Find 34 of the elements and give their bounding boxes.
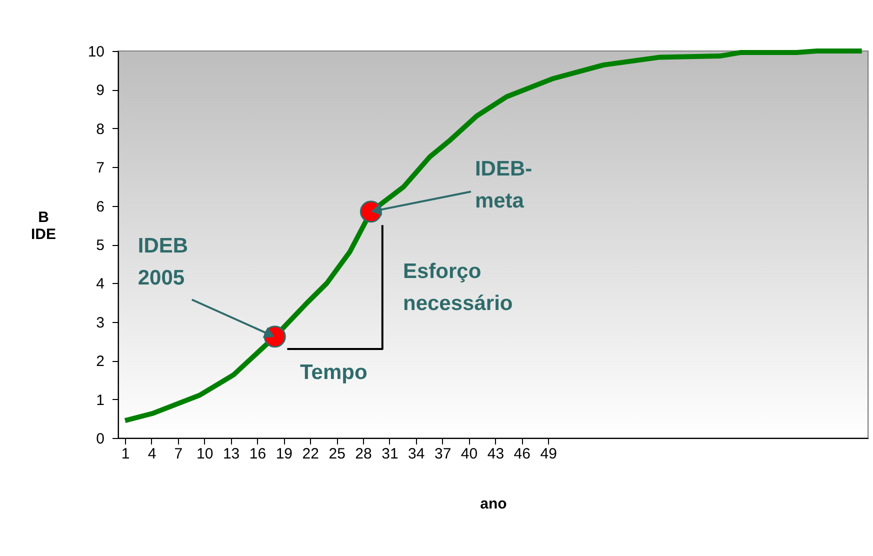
y-tick-label: 5 (96, 237, 104, 254)
x-tick-label: 25 (328, 446, 346, 462)
annotation: Tempo (300, 361, 368, 384)
x-tick-label: 22 (302, 446, 319, 462)
y-tick-label: 3 (96, 314, 104, 332)
y-tick-label: 6 (96, 198, 104, 216)
annotation: Esforço necessário (403, 260, 513, 315)
y-tick-label: 4 (96, 276, 104, 293)
y-tick-label: 9 (96, 82, 104, 100)
y-tick-label: 10 (88, 44, 104, 60)
x-tick-label: 49 (540, 446, 557, 462)
y-tick-label: 2 (96, 353, 104, 370)
x-tick-label: 31 (382, 446, 398, 462)
y-tick-label: 1 (96, 392, 104, 409)
x-tick-label: 1 (121, 446, 130, 462)
x-tick-label: 16 (249, 446, 266, 462)
x-tick-label: 34 (408, 446, 425, 462)
annotation: IDEB 2005 (138, 234, 188, 290)
x-tick-label: 7 (174, 446, 183, 462)
x-tick-label: 4 (148, 446, 156, 462)
y-tick-label: 0 (96, 430, 104, 448)
y-axis-title: B IDE (30, 209, 56, 243)
x-tick-label: 10 (196, 446, 214, 462)
x-tick-label: 43 (487, 446, 504, 462)
x-tick-label: 46 (514, 446, 530, 462)
x-tick-label: 37 (434, 446, 452, 462)
x-axis-title: ano (480, 496, 507, 512)
y-tick-label: 8 (96, 120, 104, 138)
annotation: IDEB-meta (474, 158, 532, 213)
y-tick-label: 7 (96, 160, 104, 177)
x-tick-label: 28 (355, 446, 372, 462)
x-tick-label: 19 (276, 446, 293, 462)
x-tick-label: 40 (460, 446, 478, 462)
x-tick-label: 13 (222, 446, 240, 462)
